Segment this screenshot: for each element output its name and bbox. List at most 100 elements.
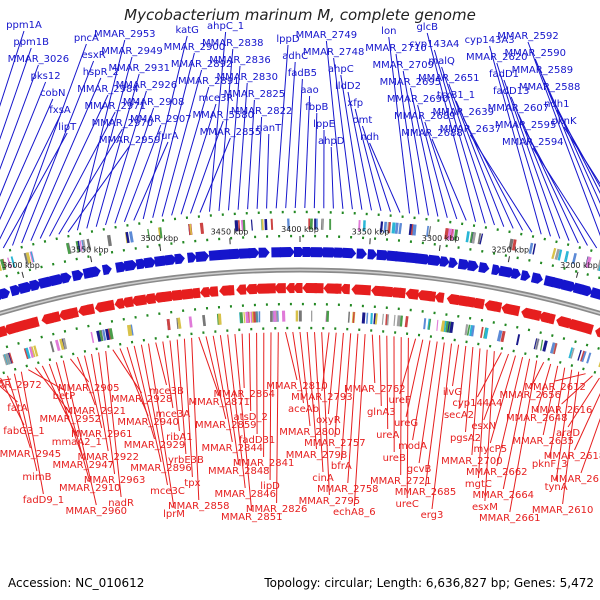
- reverse-gene-arrow: [358, 284, 372, 296]
- forward-gene-label: esxR: [81, 50, 105, 61]
- reverse-gene-label: MMAR_2757: [304, 438, 366, 449]
- forward-gene-arrow: [367, 249, 378, 260]
- tick-label: 3250 kbp: [491, 245, 529, 254]
- inner-feature-bar: [59, 338, 65, 351]
- feature-tracks: [0, 218, 600, 368]
- forward-gene-arrow: [229, 248, 243, 260]
- reverse-gene-arrow: [114, 298, 125, 309]
- forward-gene-leader: [142, 35, 188, 220]
- reverse-gene-leader: [91, 353, 109, 452]
- reverse-gene-leader: [292, 331, 304, 404]
- genome-backbone: [0, 267, 600, 317]
- tick-label: 3200 kbp: [560, 261, 598, 270]
- reverse-gene-leader: [133, 345, 162, 463]
- forward-gene-arrow: [248, 247, 260, 259]
- forward-gene-label: pks12: [31, 71, 61, 82]
- inner-feature-bar: [62, 338, 68, 350]
- accession-text: Accession: NC_010612: [8, 576, 145, 590]
- reverse-gene-leader: [62, 360, 97, 506]
- outer-feature-bar: [554, 248, 561, 261]
- dotted-ring-4: [0, 326, 600, 376]
- reverse-gene-arrow: [168, 289, 183, 301]
- reverse-gene-label: pknF_3: [532, 459, 568, 470]
- inner-feature-bar: [580, 350, 585, 362]
- reverse-gene-arrow: [121, 296, 134, 308]
- forward-gene-arrow: [164, 254, 177, 266]
- forward-gene-arrow: [174, 253, 185, 265]
- reverse-gene-arrow: [83, 303, 96, 315]
- reverse-gene-arrow: [471, 297, 485, 310]
- forward-gene-label: MMAR_2949: [101, 46, 163, 57]
- forward-gene-label: lon: [381, 26, 396, 37]
- reverse-gene-arrow: [178, 288, 194, 300]
- forward-gene-arrow: [187, 252, 197, 263]
- forward-gene-arrow: [293, 247, 305, 257]
- reverse-gene-arrow: [462, 296, 476, 308]
- reverse-gene-label: MMAR_2721: [370, 476, 432, 487]
- forward-gene-arrow: [115, 261, 127, 273]
- reverse-gene-leader: [76, 356, 96, 406]
- forward-gene-label: lppD: [276, 34, 299, 45]
- reverse-gene-leader: [98, 352, 116, 475]
- forward-gene-label: mce3R: [199, 93, 234, 104]
- reverse-gene-label: MMAR_2612: [524, 382, 586, 393]
- forward-gene-leader: [510, 96, 570, 241]
- forward-gene-label: MMAR_2970: [92, 118, 154, 129]
- forward-gene-label: MMAR_2689: [394, 111, 456, 122]
- forward-gene-leader: [563, 126, 600, 185]
- forward-gene-leader: [340, 74, 363, 210]
- reverse-gene-arrow: [49, 311, 61, 323]
- reverse-gene-leader: [276, 332, 279, 504]
- reverse-gene-arrow: [131, 294, 147, 306]
- reverse-gene-leader: [400, 337, 402, 476]
- reverse-gene-arrow: [199, 287, 210, 298]
- reverse-gene-leader: [321, 332, 330, 392]
- forward-gene-label: lppE: [313, 119, 335, 130]
- forward-gene-label: MMAR_2749: [296, 30, 358, 41]
- forward-gene-arrow: [342, 247, 357, 259]
- forward-gene-label: MMAR_2590: [504, 48, 566, 59]
- reverse-gene-label: secA2: [444, 410, 474, 421]
- reverse-gene-arrow: [0, 325, 8, 338]
- forward-gene-leader: [556, 109, 600, 188]
- forward-gene-label: MMAR_2953: [94, 29, 156, 40]
- forward-gene-arrow: [478, 262, 490, 273]
- forward-gene-arrow: [448, 257, 458, 268]
- reverse-gene-leader: [379, 335, 382, 407]
- forward-gene-label: omt: [353, 115, 373, 126]
- forward-gene-arrow: [560, 279, 577, 292]
- forward-gene-leader: [0, 30, 25, 107]
- forward-gene-label: cyp143A3: [465, 35, 515, 46]
- forward-gene-leader: [218, 48, 234, 211]
- reverse-gene-arrow: [67, 307, 79, 319]
- reverse-gene-label: MMAR_2851: [221, 512, 283, 523]
- reverse-gene-leader: [425, 342, 445, 487]
- forward-gene-label: furA: [158, 131, 179, 142]
- forward-gene-label: MMAR_2891: [178, 76, 240, 87]
- reverse-gene-label: MMAR_2848: [208, 466, 270, 477]
- reverse-gene-arrow: [143, 293, 156, 305]
- inner-feature-bar: [28, 346, 35, 358]
- reverse-gene-leader: [567, 377, 600, 428]
- reverse-gene-arrow: [446, 294, 460, 306]
- forward-gene-arrow: [101, 264, 112, 276]
- forward-gene-leader: [0, 47, 32, 141]
- forward-gene-leader: [133, 141, 169, 221]
- reverse-gene-label: fatA: [7, 403, 28, 414]
- forward-gene-label: cyp143A4: [409, 39, 459, 50]
- map-footer: Accession: NC_010612 Topology: circular;…: [8, 576, 594, 594]
- outer-feature-bar: [10, 256, 16, 268]
- forward-gene-leader: [294, 78, 303, 209]
- reverse-gene-label: ureG: [394, 418, 418, 429]
- forward-gene-arrow: [90, 266, 101, 278]
- reverse-gene-leader: [555, 369, 573, 482]
- forward-gene-label: ndh: [360, 132, 379, 143]
- map-title: Mycobacterium marinum M, complete genome: [124, 6, 476, 24]
- forward-gene-leader: [12, 43, 87, 246]
- forward-gene-arrow: [123, 260, 138, 272]
- forward-gene-leader: [247, 99, 255, 210]
- reverse-gene-label: ilvG: [443, 387, 462, 398]
- forward-gene-arrow: [439, 256, 450, 267]
- forward-gene-leader: [0, 98, 54, 221]
